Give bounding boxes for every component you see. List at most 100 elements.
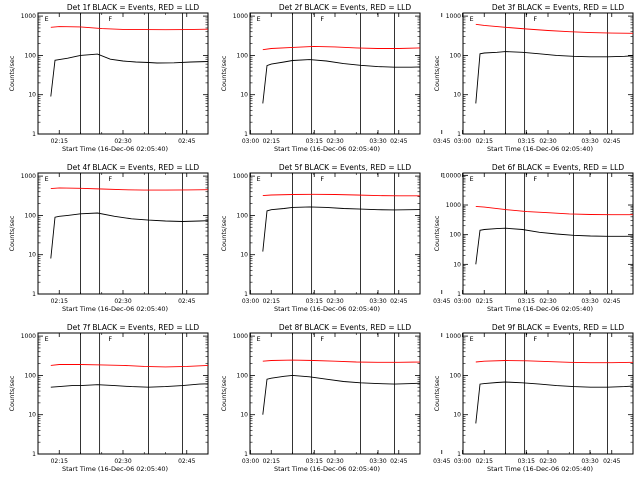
y-axis-label: Counts/sec (220, 215, 228, 251)
marker-label: F (320, 335, 324, 343)
x-tick-label: 03:00 (454, 138, 471, 145)
x-tick-label: 02:45 (603, 138, 620, 145)
y-axis-label: Counts/sec (433, 55, 441, 91)
x-tick-label: 02:30 (114, 138, 131, 145)
y-tick-label: 1 (244, 291, 248, 298)
marker-label: S (582, 15, 586, 23)
events-series-line (262, 374, 420, 415)
x-tick-label: 03:30 (581, 458, 598, 465)
marker-label: E (256, 15, 260, 23)
y-tick-label: 10000 (442, 172, 461, 179)
lld-series-line (262, 193, 420, 197)
x-tick-label: 02:15 (476, 458, 493, 465)
x-tick-label: 03:30 (369, 138, 386, 145)
marker-label: F (320, 15, 324, 23)
x-axis-label: Start Time (16-Dec-06 02:05:40) (487, 145, 593, 153)
x-tick-label: 02:45 (603, 298, 620, 305)
marker-label: E (256, 335, 260, 343)
y-tick-label: 100 (25, 372, 37, 379)
y-axis-label: Counts/sec (433, 215, 441, 251)
x-tick-label: 02:45 (390, 138, 407, 145)
panel-title: Det 7f BLACK = Events, RED = LLD (67, 323, 200, 332)
x-tick-label: 03:00 (242, 298, 259, 305)
marker-label: E (353, 335, 357, 343)
x-axis-label: Start Time (16-Dec-06 02:05:40) (62, 465, 168, 473)
y-axis-label: Counts/sec (433, 375, 441, 411)
panel-title: Det 5f BLACK = Events, RED = LLD (279, 163, 412, 172)
marker-label: S (582, 335, 586, 343)
x-tick-label: 03:00 (454, 298, 471, 305)
y-axis-label: Counts/sec (8, 215, 16, 251)
events-series-line (475, 381, 633, 424)
panel-title: Det 3f BLACK = Events, RED = LLD (492, 3, 625, 12)
marker-label: E (44, 175, 48, 183)
events-series-line (262, 59, 420, 104)
x-tick-label: 02:45 (390, 298, 407, 305)
x-tick-label: 03:30 (369, 298, 386, 305)
x-tick-label: 02:15 (51, 138, 68, 145)
y-tick-label: 10 (240, 412, 248, 419)
x-tick-label: 02:30 (326, 298, 343, 305)
x-tick-label: 03:00 (454, 458, 471, 465)
y-tick-label: 1 (32, 451, 36, 458)
y-tick-label: 1 (457, 291, 461, 298)
x-tick-label: 02:15 (263, 298, 280, 305)
panel-det-8: Det 8f BLACK = Events, RED = LLD Counts/s… (220, 323, 599, 473)
panel-det-6: Det 6f BLACK = Events, RED = LLD Counts/s… (433, 163, 634, 313)
y-tick-label: 1 (244, 131, 248, 138)
x-tick-label: 02:30 (326, 458, 343, 465)
panel-title: Det 4f BLACK = Events, RED = LLD (67, 163, 200, 172)
y-tick-label: 10 (28, 252, 36, 259)
x-axis-label: Start Time (16-Dec-06 02:05:40) (487, 305, 593, 313)
y-tick-label: 1000 (446, 333, 461, 340)
y-tick-label: 1000 (21, 333, 36, 340)
y-tick-label: 10 (28, 92, 36, 99)
y-tick-label: 1 (457, 451, 461, 458)
y-tick-label: 10 (28, 412, 36, 419)
lld-series-line (475, 23, 633, 34)
x-axis-label: Start Time (16-Dec-06 02:05:40) (62, 145, 168, 153)
marker-label: E (353, 15, 357, 23)
x-tick-label: 03:15 (518, 138, 535, 145)
marker-label: E (469, 15, 473, 23)
y-tick-label: 1000 (233, 13, 248, 20)
y-tick-label: 100 (237, 212, 249, 219)
x-tick-label: 03:15 (518, 458, 535, 465)
x-tick-label: 02:30 (539, 458, 556, 465)
x-tick-label: 02:30 (539, 298, 556, 305)
y-tick-label: 1000 (21, 173, 36, 180)
y-tick-label: 1 (32, 131, 36, 138)
y-tick-label: 10 (453, 412, 461, 419)
marker-label: F (108, 15, 112, 23)
y-tick-label: 100 (237, 372, 249, 379)
panel-title: Det 8f BLACK = Events, RED = LLD (279, 323, 412, 332)
y-axis-label: Counts/sec (8, 55, 16, 91)
panel-det-4: Det 4f BLACK = Events, RED = LLD Counts/s… (8, 163, 451, 313)
x-tick-label: 02:30 (114, 458, 131, 465)
y-tick-label: 1000 (446, 13, 461, 20)
x-tick-label: 02:45 (603, 458, 620, 465)
x-axis-label: Start Time (16-Dec-06 02:05:40) (274, 145, 380, 153)
marker-label: S (370, 15, 374, 23)
marker-label: E (469, 175, 473, 183)
x-tick-label: 03:00 (242, 138, 259, 145)
marker-label: E (44, 335, 48, 343)
y-tick-label: 100 (25, 212, 37, 219)
marker-label: F (108, 335, 112, 343)
marker-label: E (565, 335, 569, 343)
x-tick-label: 02:45 (178, 458, 195, 465)
x-tick-label: 03:45 (433, 298, 450, 305)
marker-label: F (320, 175, 324, 183)
marker-label: F (533, 175, 537, 183)
y-tick-label: 100 (450, 372, 462, 379)
y-tick-label: 100 (450, 52, 462, 59)
panel-title: Det 1f BLACK = Events, RED = LLD (67, 3, 200, 12)
y-tick-label: 1000 (446, 202, 461, 209)
x-tick-label: 02:45 (178, 138, 195, 145)
x-axis-label: Start Time (16-Dec-06 02:05:40) (274, 465, 380, 473)
